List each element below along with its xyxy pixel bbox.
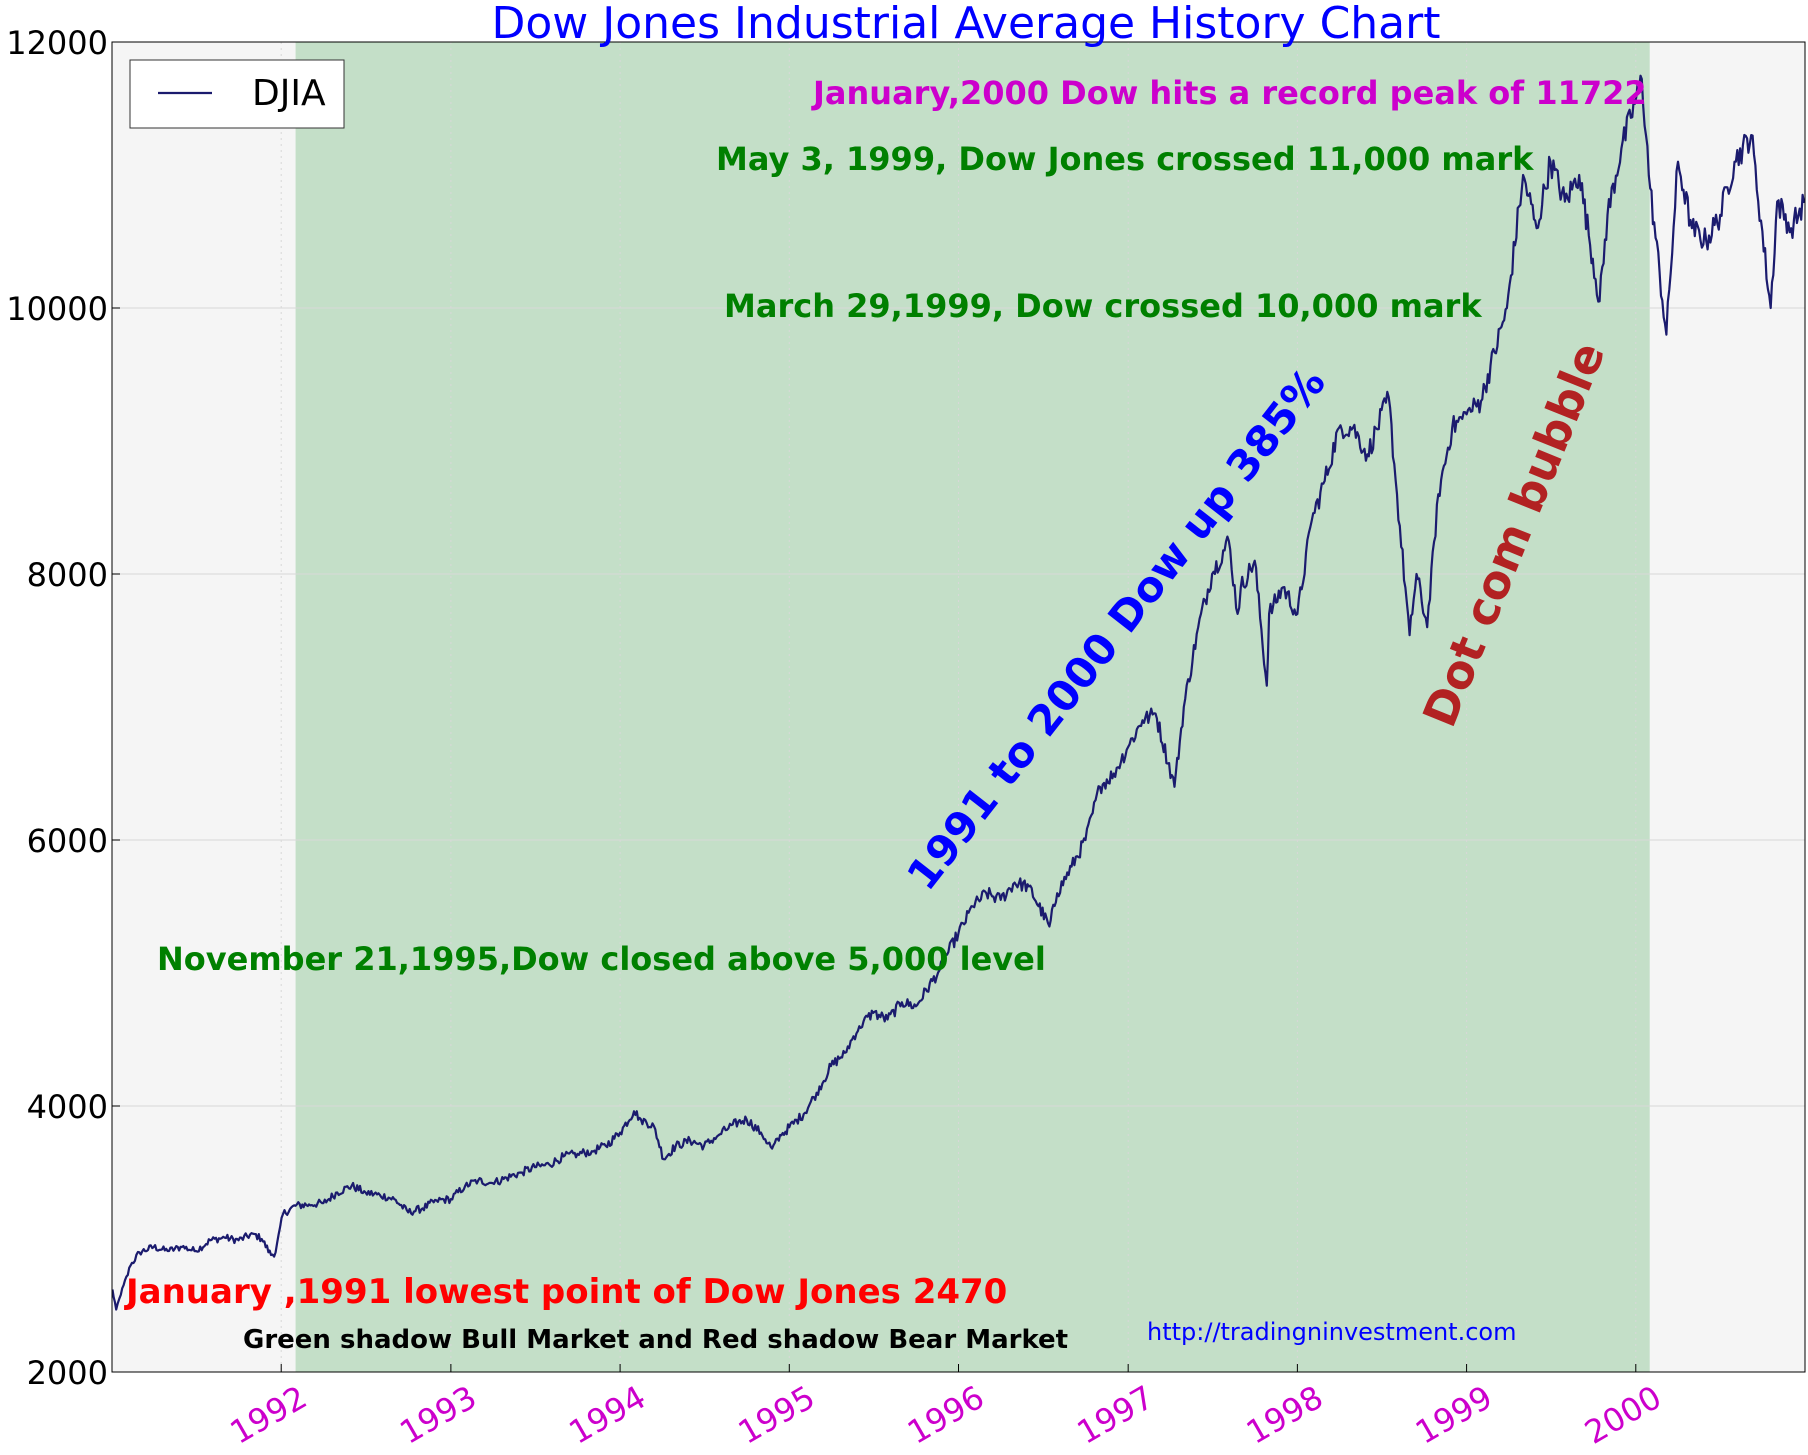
x-tick-label: 2000 <box>1578 1378 1668 1452</box>
annotation-source-url: http://tradingninvestment.com <box>1147 1318 1516 1346</box>
x-axis: 1992 1993 1994 1995 1996 1997 1998 1999 2000 <box>224 1364 1668 1452</box>
y-tick-label: 6000 <box>27 822 108 860</box>
x-tick-label: 1995 <box>732 1378 822 1452</box>
x-tick-label: 1999 <box>1409 1378 1499 1452</box>
chart-title: Dow Jones Industrial Average History Cha… <box>492 0 1441 49</box>
y-tick-label: 2000 <box>27 1354 108 1392</box>
x-tick-label: 1998 <box>1240 1378 1330 1452</box>
y-tick-label: 4000 <box>27 1088 108 1126</box>
x-tick-label: 1992 <box>224 1378 314 1452</box>
annotation-11000-mark: May 3, 1999, Dow Jones crossed 11,000 ma… <box>716 140 1534 178</box>
annotation-record-peak: January,2000 Dow hits a record peak of 1… <box>811 74 1647 112</box>
y-axis: 2000 4000 6000 8000 10000 12000 <box>6 24 120 1392</box>
x-tick-label: 1996 <box>901 1378 991 1452</box>
djia-series-line <box>111 74 1806 1311</box>
annotation-5000-level: November 21,1995,Dow closed above 5,000 … <box>157 940 1046 978</box>
x-tick-label: 1997 <box>1071 1378 1161 1452</box>
y-tick-label: 12000 <box>6 24 108 62</box>
annotation-shadow-legend: Green shadow Bull Market and Red shadow … <box>243 1325 1068 1355</box>
annotation-10000-mark: March 29,1999, Dow crossed 10,000 mark <box>724 287 1482 325</box>
y-tick-label: 8000 <box>27 556 108 594</box>
y-tick-label: 10000 <box>6 290 108 328</box>
legend-label-djia: DJIA <box>252 73 326 114</box>
bull-market-shade <box>295 42 1650 1372</box>
x-tick-label: 1993 <box>393 1378 483 1452</box>
legend: DJIA <box>129 59 345 129</box>
x-tick-label: 1994 <box>563 1378 653 1452</box>
annotation-lowest-point: January ,1991 lowest point of Dow Jones … <box>124 1272 1007 1312</box>
